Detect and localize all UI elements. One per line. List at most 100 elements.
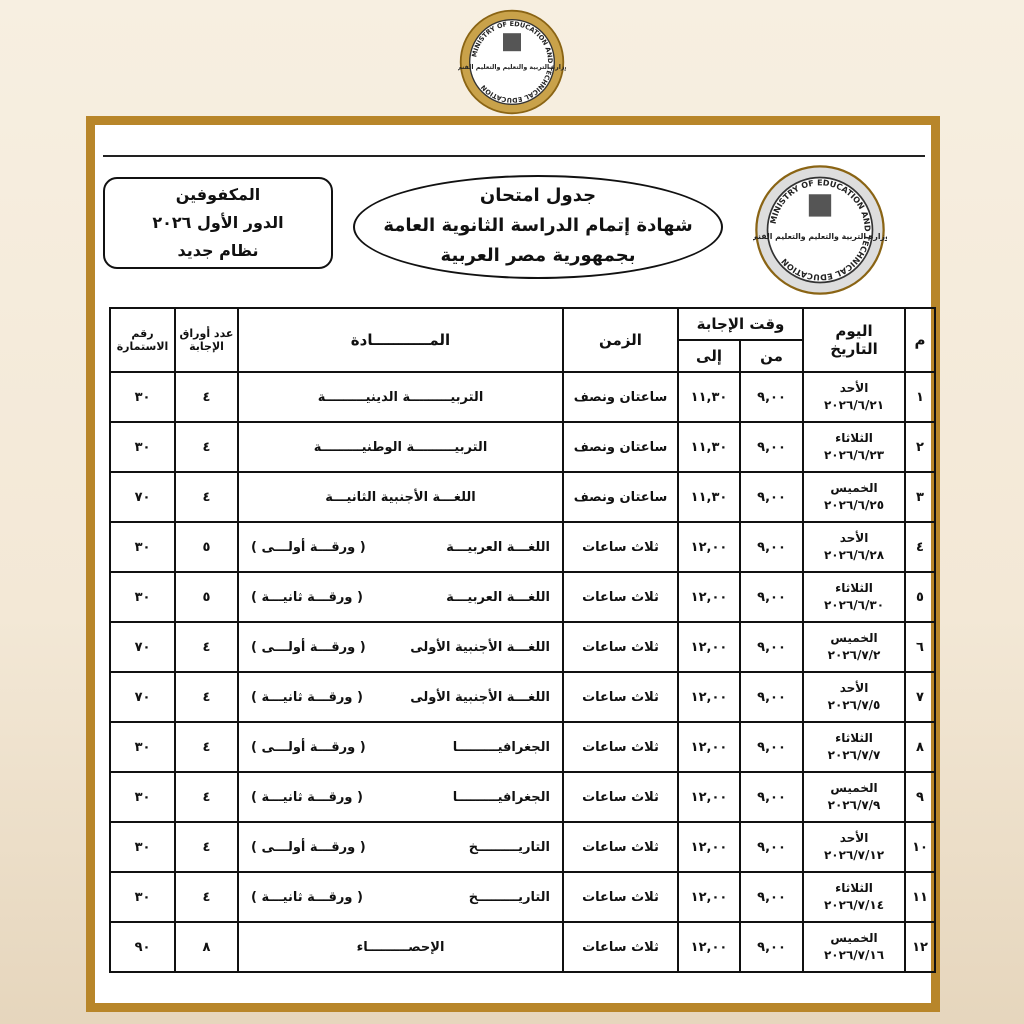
- time-from: ٩,٠٠: [739, 671, 805, 723]
- duration: ثلاث ساعات: [562, 571, 679, 623]
- sheets: ٤: [174, 671, 239, 723]
- paper: ( ورقـــة ثانيـــة ): [251, 689, 363, 705]
- table-row: ٩ الخميس ٢٠٢٦/٧/٩ ٩,٠٠ ١٢,٠٠ ثلاث ساعات الجغرا…: [109, 771, 937, 823]
- day: الأحد: [839, 681, 869, 695]
- date: ٢٠٢٦/٧/٢: [827, 648, 881, 662]
- row-number: ٤: [904, 521, 937, 573]
- table-body: ١ الأحد ٢٠٢٦/٦/٢١ ٩,٠٠ ١١,٣٠ ساعتان ونصف الترب…: [109, 371, 937, 973]
- header-cell: المـــــــــــادة: [237, 307, 564, 373]
- form-number: ٣٠: [109, 721, 176, 773]
- duration: ساعتان ونصف: [562, 471, 679, 523]
- logo-graphic: MINISTRY OF EDUCATION AND TECHNICAL EDUC…: [456, 9, 569, 115]
- subject-wrap: اللغـــة الأجنبية الثانيـــة: [239, 490, 562, 505]
- day: الثلاثاء: [835, 731, 873, 745]
- duration: ساعتان ونصف: [562, 371, 679, 423]
- day: الثلاثاء: [835, 431, 873, 445]
- row-day-date: الثلاثاء ٢٠٢٦/٦/٣٠: [802, 571, 907, 623]
- subject-wrap: التاريـــــــــخ ( ورقـــة أولـــى ): [239, 840, 562, 855]
- sheets: ٥: [174, 521, 239, 573]
- row-day-date: الأحد ٢٠٢٦/٦/٢٨: [802, 521, 907, 573]
- paper: ( ورقـــة أولـــى ): [251, 639, 366, 655]
- row-day-date: الأحد ٢٠٢٦/٦/٢١: [802, 371, 907, 423]
- time-to: ١٢,٠٠: [676, 621, 742, 673]
- title-oval: جدول امتحان شهادة إتمام الدراسة الثانوية…: [353, 175, 723, 279]
- subject: التربيـــــــــة الوطنيـــــــــة: [313, 439, 488, 455]
- table-row: ١٠ الأحد ٢٠٢٦/٧/١٢ ٩,٠٠ ١٢,٠٠ ثلاث ساعات التار…: [109, 821, 937, 873]
- box-line: نظام جديد: [177, 241, 259, 260]
- time-to: ١١,٣٠: [676, 371, 742, 423]
- table-row: ٥ الثلاثاء ٢٠٢٦/٦/٣٠ ٩,٠٠ ١٢,٠٠ ثلاث ساعات الل…: [109, 571, 937, 623]
- subject: اللغـــة العربيـــة: [446, 589, 550, 605]
- table-row: ٤ الأحد ٢٠٢٦/٦/٢٨ ٩,٠٠ ١٢,٠٠ ثلاث ساعات اللغــ…: [109, 521, 937, 573]
- system-box: المكفوفين الدور الأول ٢٠٢٦ نظام جديد: [103, 177, 333, 269]
- time-from: ٩,٠٠: [739, 921, 805, 973]
- logo-graphic: MINISTRY OF EDUCATION AND TECHNICAL EDUC…: [750, 165, 890, 295]
- subject: الجغرافيـــــــــا: [452, 739, 550, 755]
- time-from: ٩,٠٠: [739, 821, 805, 873]
- header-cell: اليوم التاريخ: [802, 307, 907, 373]
- sheets: ٤: [174, 721, 239, 773]
- row-day-date: الخميس ٢٠٢٦/٧/٩: [802, 771, 907, 823]
- subject: التاريـــــــــخ: [468, 839, 550, 855]
- date: ٢٠٢٦/٧/١٢: [823, 848, 885, 862]
- row-number: ١٢: [904, 921, 937, 973]
- subject-cell: الإحصـــــــــاء: [237, 921, 564, 973]
- sheet: المكفوفين الدور الأول ٢٠٢٦ نظام جديد جدو…: [103, 155, 937, 995]
- day: الخميس: [830, 631, 878, 645]
- title-line: شهادة إتمام الدراسة الثانوية العامة: [383, 215, 693, 236]
- sheets: ٥: [174, 571, 239, 623]
- row-day-date: الثلاثاء ٢٠٢٦/٦/٢٣: [802, 421, 907, 473]
- row-day-date: الخميس ٢٠٢٦/٧/١٦: [802, 921, 907, 973]
- form-number: ٣٠: [109, 371, 176, 423]
- sheets: ٨: [174, 921, 239, 973]
- form-number: ٩٠: [109, 921, 176, 973]
- time-to: ١٢,٠٠: [676, 521, 742, 573]
- duration: ثلاث ساعات: [562, 921, 679, 973]
- form-number: ٣٠: [109, 521, 176, 573]
- header-cell: رقم الاستمارة: [109, 307, 176, 373]
- subject: اللغـــة الأجنبية الأولى: [410, 639, 550, 655]
- time-from: ٩,٠٠: [739, 371, 805, 423]
- subject: الجغرافيـــــــــا: [452, 789, 550, 805]
- subject: التربيـــــــــة الدينيـــــــــة: [317, 389, 484, 405]
- time-to: ١٢,٠٠: [676, 671, 742, 723]
- table-row: ٣ الخميس ٢٠٢٦/٦/٢٥ ٩,٠٠ ١١,٣٠ ساعتان ونصف اللغ…: [109, 471, 937, 523]
- header-text: التاريخ: [830, 340, 878, 358]
- header-cell: وقت الإجابة: [676, 307, 805, 341]
- day: الثلاثاء: [835, 881, 873, 895]
- subject-wrap: الجغرافيـــــــــا ( ورقـــة ثانيـــة ): [239, 790, 562, 805]
- form-number: ٧٠: [109, 671, 176, 723]
- row-number: ٧: [904, 671, 937, 723]
- logo-face: [766, 176, 874, 284]
- sheets: ٤: [174, 371, 239, 423]
- row-number: ٩: [904, 771, 937, 823]
- time-from: ٩,٠٠: [739, 771, 805, 823]
- subject-cell: اللغـــة الأجنبية الأولى ( ورقـــة أولـــ…: [237, 621, 564, 673]
- table-row: ١١ الثلاثاء ٢٠٢٦/٧/١٤ ٩,٠٠ ١٢,٠٠ ثلاث ساعات ال…: [109, 871, 937, 923]
- day: الثلاثاء: [835, 581, 873, 595]
- subject-cell: اللغـــة الأجنبية الثانيـــة: [237, 471, 564, 523]
- sheets: ٤: [174, 871, 239, 923]
- subject-cell: اللغـــة العربيـــة ( ورقـــة أولـــى ): [237, 521, 564, 573]
- day: الأحد: [839, 381, 869, 395]
- sheets: ٤: [174, 471, 239, 523]
- date: ٢٠٢٦/٦/٢٣: [823, 448, 885, 462]
- sheets: ٤: [174, 621, 239, 673]
- paper: ( ورقـــة ثانيـــة ): [251, 889, 363, 905]
- paper: ( ورقـــة ثانيـــة ): [251, 789, 363, 805]
- form-number: ٣٠: [109, 571, 176, 623]
- time-from: ٩,٠٠: [739, 621, 805, 673]
- header-cell: إلى: [676, 339, 742, 373]
- row-number: ٦: [904, 621, 937, 673]
- time-to: ١٢,٠٠: [676, 921, 742, 973]
- box-line: الدور الأول ٢٠٢٦: [152, 213, 284, 232]
- date: ٢٠٢٦/٧/٧: [827, 748, 881, 762]
- schedule-table: م اليوم التاريخ وقت الإجابة الزمن المــــ…: [109, 307, 937, 973]
- time-to: ١٢,٠٠: [676, 821, 742, 873]
- duration: ثلاث ساعات: [562, 621, 679, 673]
- header-cell: م: [904, 307, 937, 373]
- date: ٢٠٢٦/٧/١٦: [823, 948, 885, 962]
- subject-cell: الجغرافيـــــــــا ( ورقـــة أولـــى ): [237, 721, 564, 773]
- row-day-date: الأحد ٢٠٢٦/٧/١٢: [802, 821, 907, 873]
